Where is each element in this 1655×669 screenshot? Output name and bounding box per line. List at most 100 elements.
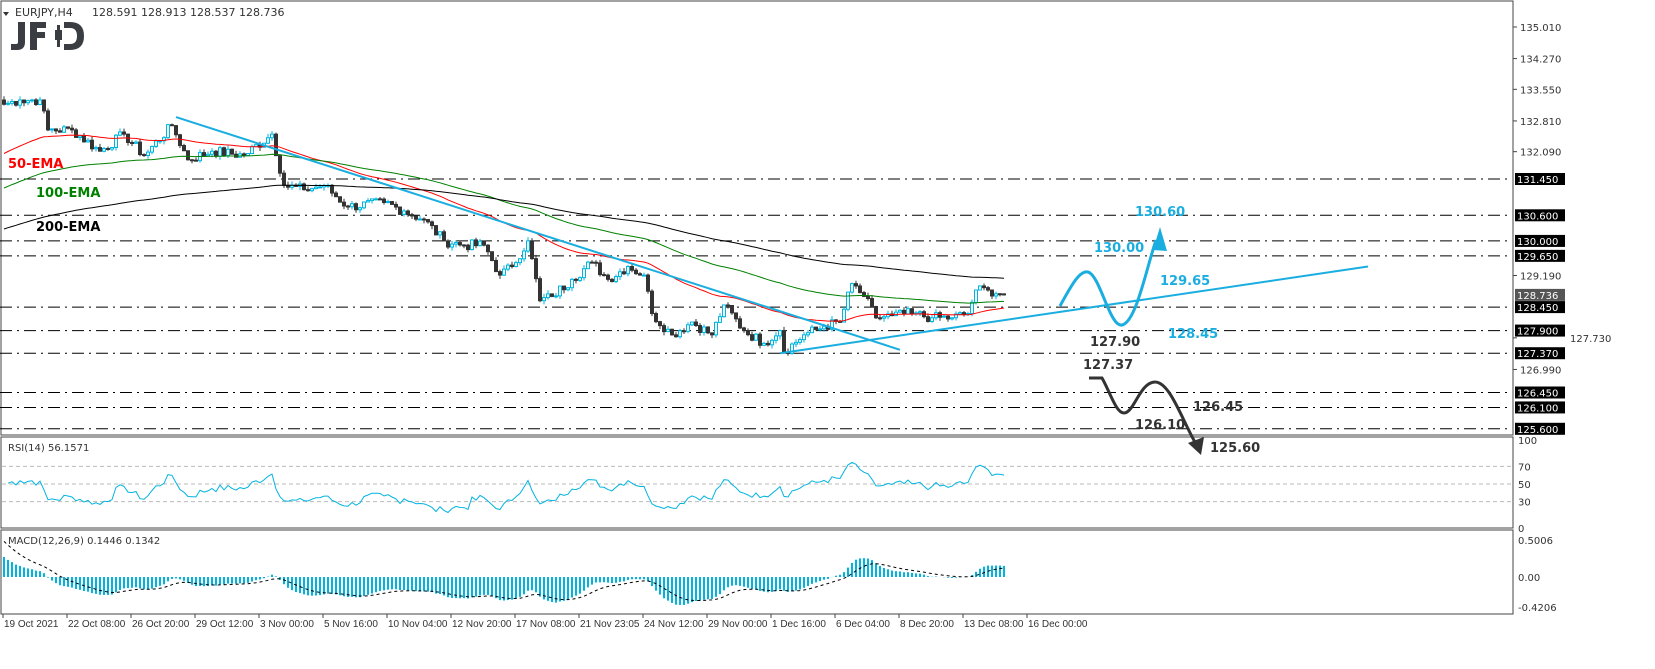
bear-candle — [486, 244, 490, 253]
bear-candle — [710, 332, 714, 336]
bear-candle — [130, 141, 134, 144]
bear-candle — [466, 244, 470, 251]
bull-candle — [118, 131, 122, 136]
bull-candle — [614, 276, 618, 283]
bull-candle — [518, 258, 522, 264]
collapse-arrow-icon[interactable] — [3, 12, 9, 16]
bear-candle — [178, 134, 182, 147]
bear-candle — [446, 240, 450, 248]
level-price-box — [1515, 324, 1565, 337]
level-price-label: 129.650 — [1517, 252, 1558, 263]
bear-candle — [734, 312, 738, 320]
bull-candle — [270, 133, 274, 139]
bull-candle — [50, 128, 54, 131]
bull-candle — [310, 188, 314, 192]
bear-candle — [54, 128, 58, 132]
bear-candle — [866, 295, 870, 300]
bull-candle — [6, 102, 10, 105]
rsi-tick-label: 0 — [1518, 524, 1524, 535]
bear-candle — [858, 285, 862, 294]
bear-candle — [142, 154, 146, 157]
bear-candle — [1002, 293, 1006, 296]
bear-candle — [334, 192, 338, 198]
bear-candle — [738, 318, 742, 329]
bull-candle — [246, 153, 250, 157]
y-tick-label: 133.550 — [1520, 85, 1561, 96]
bull-candle — [362, 201, 366, 209]
bull-candle — [882, 316, 886, 319]
bear-candle — [870, 298, 874, 308]
bull-candle — [578, 277, 582, 281]
bear-candle — [658, 321, 662, 327]
bearish-path — [1089, 376, 1198, 445]
y-tick-label: 135.010 — [1520, 23, 1561, 34]
x-tick-label: 8 Dec 20:00 — [900, 619, 954, 630]
bull-candle — [718, 316, 722, 323]
bull-candle — [830, 319, 834, 330]
x-tick-label: 22 Oct 08:00 — [68, 619, 126, 630]
rsi-tick-label: 100 — [1518, 436, 1537, 447]
bull-candle — [218, 147, 222, 157]
bear-candle — [394, 203, 398, 208]
x-tick-label: 17 Nov 08:00 — [516, 619, 576, 630]
bear-candle — [682, 330, 686, 333]
target-label: 130.60 — [1135, 205, 1185, 220]
bear-candle — [638, 273, 642, 276]
level-price-label: 126.100 — [1517, 403, 1558, 414]
bull-candle — [514, 262, 518, 268]
bear-candle — [70, 127, 74, 131]
bear-candle — [422, 218, 426, 221]
bear-candle — [426, 219, 430, 223]
bear-candle — [230, 148, 234, 155]
bear-candle — [346, 205, 350, 208]
bull-candle — [754, 333, 758, 341]
jfd-logo — [11, 22, 84, 50]
bull-candle — [266, 137, 270, 144]
bull-candle — [774, 335, 778, 341]
bear-candle — [274, 133, 278, 157]
rsi-tick-label: 30 — [1518, 498, 1531, 509]
y-tick-label: 134.270 — [1520, 55, 1561, 66]
bull-candle — [794, 341, 798, 345]
bull-candle — [918, 311, 922, 314]
bull-candle — [154, 140, 158, 147]
level-price-label: 128.450 — [1517, 303, 1558, 314]
bull-candle — [626, 266, 630, 275]
bear-candle — [90, 139, 94, 150]
bear-candle — [694, 321, 698, 327]
ema100-label: 100-EMA — [36, 186, 100, 201]
main-panel-border — [0, 0, 1514, 436]
bull-candle — [894, 311, 898, 317]
bear-candle — [990, 289, 994, 297]
bull-candle — [114, 134, 118, 149]
target-label: 130.00 — [1094, 241, 1144, 256]
bull-candle — [450, 243, 454, 248]
bear-candle — [390, 201, 394, 205]
x-tick-label: 21 Nov 23:05 — [580, 619, 640, 630]
bull-candle — [954, 313, 958, 319]
bull-candle — [978, 285, 982, 291]
bull-candle — [370, 198, 374, 202]
bear-candle — [534, 258, 538, 280]
bear-candle — [510, 264, 514, 268]
bear-candle — [22, 99, 26, 104]
bear-candle — [430, 221, 434, 227]
level-label: 127.37 — [1083, 358, 1133, 373]
level-price-box — [1515, 234, 1565, 247]
x-tick-label: 3 Nov 00:00 — [260, 619, 314, 630]
bull-candle — [10, 100, 14, 104]
bear-candle — [190, 159, 194, 162]
level-price-box — [1515, 401, 1565, 414]
macd-panel-border — [0, 529, 1514, 615]
bear-candle — [814, 326, 818, 330]
bull-candle — [418, 218, 422, 221]
bear-candle — [986, 287, 990, 291]
bull-candle — [934, 312, 938, 319]
bear-candle — [874, 306, 878, 319]
ema50-line — [3, 134, 1005, 322]
bull-candle — [958, 312, 962, 315]
bear-candle — [902, 309, 906, 315]
bull-candle — [806, 332, 810, 336]
